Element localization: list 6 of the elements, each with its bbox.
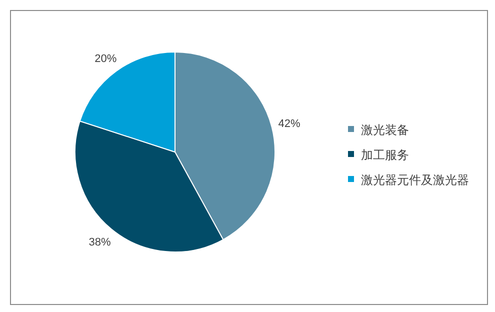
legend-label: 激光装备	[361, 123, 409, 137]
data-label: 42%	[278, 118, 301, 130]
data-label: 38%	[88, 236, 112, 248]
legend-label: 激光器元件及激光器	[361, 173, 469, 187]
legend-label: 加工服务	[361, 148, 409, 162]
data-label: 20%	[94, 53, 117, 66]
